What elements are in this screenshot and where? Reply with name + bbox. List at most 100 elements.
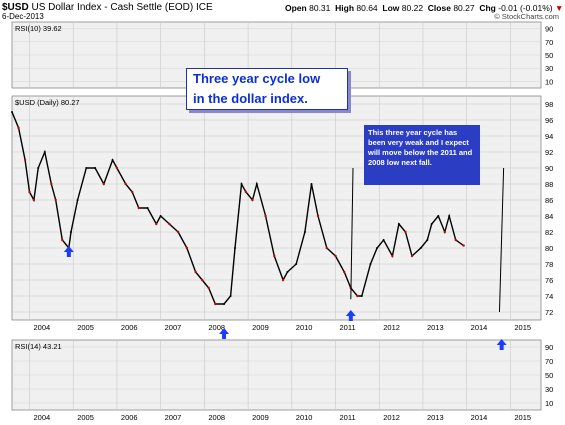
price-panel-label: $USD (Daily) 80.27 [15, 98, 80, 107]
price-point [369, 263, 372, 265]
price-point [343, 270, 346, 274]
price-point [376, 247, 379, 249]
x-tick-label: 2008 [208, 413, 225, 422]
price-point [85, 167, 88, 169]
price-point [28, 190, 31, 194]
price-point [286, 271, 289, 273]
x-tick-label: 2011 [340, 323, 356, 332]
close-label: Close [427, 3, 451, 13]
price-point [462, 244, 465, 247]
instrument-name: US Dollar Index - Cash Settle (EOD) [31, 2, 194, 13]
down-triangle-icon: ▼ [554, 3, 564, 13]
chart-title: $USD US Dollar Index - Cash Settle (EOD)… [2, 2, 213, 13]
rsi-bottom-label: RSI(14) 43.21 [15, 342, 62, 351]
x-tick-label: 2010 [296, 323, 313, 332]
price-point [360, 295, 363, 297]
price-point [448, 215, 451, 217]
y-tick-label: 80 [545, 244, 553, 253]
price-point [430, 223, 433, 225]
y-tick-label: 76 [545, 276, 553, 285]
price-point [76, 199, 79, 201]
price-point [303, 231, 306, 233]
price-point [437, 215, 440, 217]
price-point [137, 206, 140, 210]
price-point [17, 126, 20, 130]
chg-value: -0.01 (-0.01%) [498, 3, 553, 13]
price-point [70, 231, 73, 233]
x-tick-label: 2005 [77, 323, 94, 332]
price-point [233, 247, 236, 249]
rsi-tick-label: 30 [545, 385, 553, 394]
x-tick-label: 2005 [77, 413, 94, 422]
y-tick-label: 84 [545, 212, 553, 221]
price-point [356, 294, 359, 298]
x-tick-label: 2015 [514, 323, 531, 332]
price-point [419, 247, 422, 249]
rsi-tick-label: 90 [545, 343, 553, 352]
price-point [168, 222, 171, 226]
x-tick-label: 2014 [471, 413, 488, 422]
rsi-tick-label: 10 [545, 77, 553, 86]
exchange: ICE [195, 2, 213, 13]
price-point [325, 246, 328, 250]
y-tick-label: 72 [545, 308, 553, 317]
y-tick-label: 88 [545, 180, 553, 189]
open-value: 80.31 [309, 3, 331, 13]
y-tick-label: 90 [545, 164, 553, 173]
price-point [223, 303, 226, 305]
low-label: Low [382, 3, 400, 13]
price-point [295, 263, 298, 265]
chart-date: 6-Dec-2013 [2, 12, 44, 21]
x-tick-label: 2009 [252, 323, 269, 332]
price-point [23, 158, 27, 162]
price-point [229, 295, 232, 297]
y-tick-label: 86 [545, 196, 553, 205]
x-tick-label: 2004 [33, 413, 50, 422]
up-arrow-icon [345, 310, 356, 321]
cycle-note-callout: This three year cycle has been very weak… [364, 125, 480, 185]
callout-line-1: Three year cycle low [193, 71, 321, 86]
x-tick-label: 2014 [471, 323, 488, 332]
price-point [159, 215, 162, 217]
up-arrow-icon [219, 328, 230, 339]
projection-line-left [350, 167, 354, 300]
rsi-tick-label: 70 [545, 357, 553, 366]
price-point [155, 222, 158, 226]
rsi-tick-label: 10 [545, 399, 553, 408]
price-point [131, 190, 134, 194]
price-point [111, 159, 114, 161]
price-point [382, 239, 385, 241]
x-tick-label: 2007 [165, 413, 182, 422]
callout-line-2: in the dollar index. [193, 91, 308, 106]
x-tick-label: 2009 [252, 413, 269, 422]
price-point [43, 151, 46, 153]
price-point [454, 238, 457, 242]
x-tick-label: 2007 [165, 323, 182, 332]
x-tick-label: 2011 [340, 413, 356, 422]
price-point [255, 183, 258, 185]
price-point [426, 239, 429, 241]
x-tick-label: 2013 [427, 323, 444, 332]
price-point [273, 254, 276, 258]
rsi-top-label: RSI(10) 39.62 [15, 24, 62, 33]
price-point [115, 166, 119, 170]
chg-label: Chg [479, 3, 496, 13]
high-value: 80.64 [356, 3, 378, 13]
rsi-tick-label: 50 [545, 51, 553, 60]
price-point [207, 286, 210, 290]
price-point [397, 223, 400, 225]
x-tick-label: 2010 [296, 413, 313, 422]
price-point [240, 183, 243, 185]
price-point [251, 198, 254, 202]
x-tick-label: 2013 [427, 413, 444, 422]
x-tick-label: 2004 [33, 323, 50, 332]
price-point [404, 230, 407, 234]
cycle-low-callout: Three year cycle low in the dollar index… [186, 68, 348, 110]
x-tick-label: 2015 [514, 413, 531, 422]
price-point [316, 214, 320, 218]
x-tick-label: 2012 [383, 323, 400, 332]
open-label: Open [285, 3, 307, 13]
price-point [32, 198, 36, 202]
rsi-tick-label: 70 [545, 38, 553, 47]
rsi-tick-label: 50 [545, 371, 553, 380]
